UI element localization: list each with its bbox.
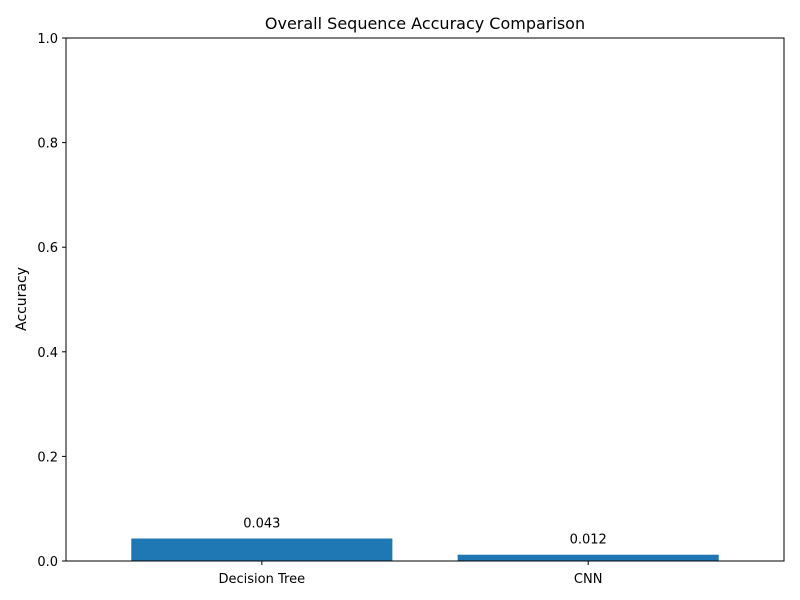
x-tick-label: Decision Tree xyxy=(219,572,306,587)
y-tick-label: 0.2 xyxy=(37,450,58,465)
bar xyxy=(457,554,719,561)
bar xyxy=(131,538,393,561)
y-tick-label: 0.6 xyxy=(37,241,58,256)
y-tick-label: 1.0 xyxy=(37,32,58,47)
bar-data-label: 0.043 xyxy=(243,517,280,532)
x-tick-label: CNN xyxy=(574,572,603,587)
plot-area: 0.0 0.2 0.4 0.6 0.8 1.0 0.043 Decision Tree 0.01… xyxy=(37,32,719,587)
y-axis-label: Accuracy xyxy=(14,267,30,331)
y-tick-label: 0.8 xyxy=(37,137,58,152)
chart-title: Overall Sequence Accuracy Comparison xyxy=(265,14,585,33)
y-tick-label: 0.0 xyxy=(37,555,58,570)
bar-data-label: 0.012 xyxy=(570,533,607,548)
y-tick-label: 0.4 xyxy=(37,346,58,361)
plot-frame xyxy=(65,37,785,562)
